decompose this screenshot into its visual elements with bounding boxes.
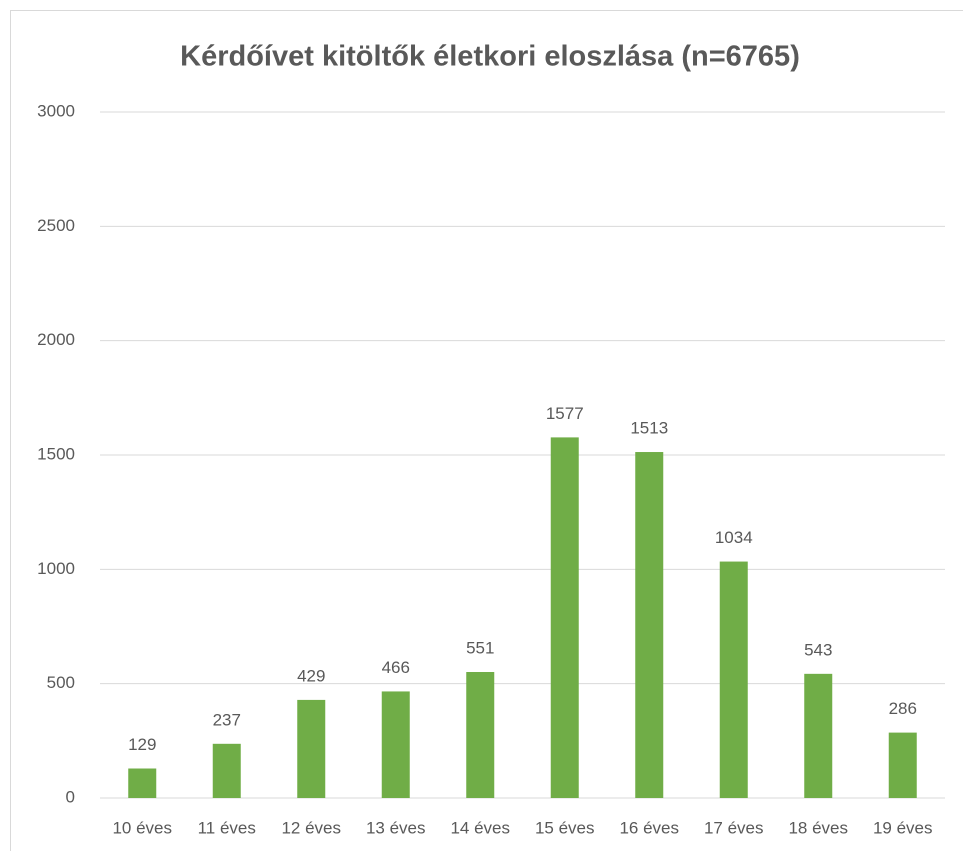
bar bbox=[212, 743, 241, 798]
y-tick-label: 3000 bbox=[37, 101, 75, 120]
data-label: 1034 bbox=[715, 528, 753, 547]
x-tick-label: 12 éves bbox=[281, 818, 341, 837]
data-label: 429 bbox=[297, 666, 325, 685]
bar bbox=[635, 452, 664, 798]
bar bbox=[804, 673, 833, 798]
y-tick-label: 0 bbox=[66, 787, 75, 806]
y-tick-label: 500 bbox=[47, 673, 75, 692]
data-label: 543 bbox=[804, 640, 832, 659]
x-tick-label: 13 éves bbox=[366, 818, 426, 837]
data-label: 237 bbox=[213, 710, 241, 729]
bar bbox=[888, 732, 917, 798]
data-label: 1577 bbox=[546, 404, 584, 423]
bar bbox=[381, 691, 410, 798]
x-tick-label: 19 éves bbox=[873, 818, 933, 837]
data-label: 286 bbox=[889, 699, 917, 718]
data-label: 1513 bbox=[630, 419, 668, 438]
bar bbox=[297, 699, 326, 798]
bar bbox=[719, 561, 748, 798]
x-tick-label: 10 éves bbox=[112, 818, 172, 837]
bar bbox=[550, 437, 579, 798]
data-label: 129 bbox=[128, 735, 156, 754]
x-tick-label: 18 éves bbox=[788, 818, 848, 837]
y-tick-label: 2000 bbox=[37, 330, 75, 349]
chart-title: Kérdőívet kitöltők életkori eloszlása (n… bbox=[180, 41, 800, 73]
x-tick-label: 14 éves bbox=[450, 818, 510, 837]
x-tick-label: 17 éves bbox=[704, 818, 764, 837]
data-label: 551 bbox=[466, 638, 494, 657]
x-tick-label: 16 éves bbox=[619, 818, 679, 837]
bar bbox=[466, 672, 495, 798]
data-label: 466 bbox=[382, 658, 410, 677]
y-tick-label: 2500 bbox=[37, 216, 75, 235]
bar bbox=[128, 768, 157, 798]
y-tick-label: 1500 bbox=[37, 444, 75, 463]
x-tick-label: 15 éves bbox=[535, 818, 595, 837]
x-tick-label: 11 éves bbox=[198, 818, 256, 837]
y-tick-label: 1000 bbox=[37, 559, 75, 578]
